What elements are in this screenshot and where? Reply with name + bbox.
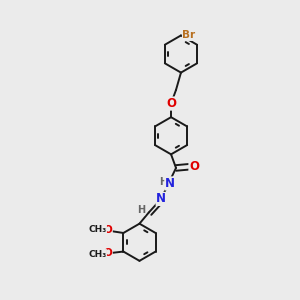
Text: H: H <box>160 177 168 187</box>
Text: O: O <box>166 97 176 110</box>
Text: H: H <box>136 205 145 215</box>
Text: O: O <box>103 226 112 236</box>
Text: CH₃: CH₃ <box>88 250 106 259</box>
Text: CH₃: CH₃ <box>88 225 106 234</box>
Text: Br: Br <box>182 30 196 40</box>
Text: O: O <box>103 248 112 258</box>
Text: N: N <box>156 192 166 206</box>
Text: O: O <box>189 160 199 173</box>
Text: N: N <box>165 177 175 190</box>
